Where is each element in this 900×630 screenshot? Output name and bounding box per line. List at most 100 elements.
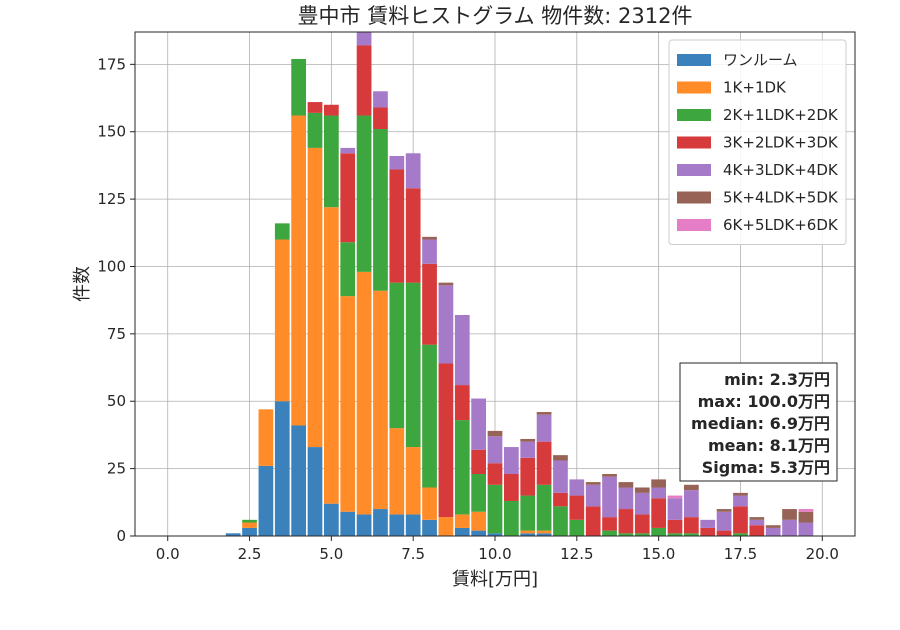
legend-swatch <box>677 109 711 121</box>
legend-label: ワンルーム <box>723 51 798 69</box>
bar-segment <box>340 153 356 243</box>
bar-segment <box>471 474 486 512</box>
x-tick-label: 0.0 <box>156 545 180 563</box>
stats-line: mean: 8.1万円 <box>708 436 830 455</box>
stats-box: min: 2.3万円 max: 100.0万円 median: 6.9万円 mean:… <box>679 362 838 482</box>
chart-title: 豊中市 賃料ヒストグラム 物件数: 2312件 <box>298 4 693 28</box>
bar-segment <box>454 420 470 515</box>
stats-line: min: 2.3万円 <box>724 370 830 389</box>
bar-segment <box>454 527 470 536</box>
bar-segment <box>438 517 454 536</box>
bar-segment <box>389 169 405 283</box>
bar-segment <box>340 147 356 154</box>
bar-segment <box>798 509 814 512</box>
bar-segment <box>471 511 486 531</box>
bar-segment <box>536 412 552 415</box>
legend-label: 6K+5LDK+6DK <box>723 216 839 234</box>
x-tick-label: 5.0 <box>319 545 343 563</box>
bar-segment <box>454 385 470 421</box>
bar-segment <box>438 363 454 518</box>
stats-box-frame <box>679 362 838 482</box>
bar-segment <box>274 223 290 240</box>
y-axis-label: 件数 <box>72 266 93 302</box>
bar-segment <box>356 45 372 116</box>
bar-segment <box>618 509 634 534</box>
y-tick-label: 175 <box>97 55 126 73</box>
y-tick-label: 125 <box>97 190 126 208</box>
bar-segment <box>553 492 568 507</box>
bar-segment <box>471 398 486 450</box>
bar-segment <box>618 533 634 536</box>
x-axis-ticks: 0.0 2.5 5.0 7.5 10.0 12.5 15.0 17.5 20.0 <box>156 536 839 563</box>
bar-segment <box>454 514 470 528</box>
bar-segment <box>520 457 536 496</box>
x-tick-label: 10.0 <box>478 545 511 563</box>
legend-swatch <box>677 191 711 204</box>
bar-segment <box>520 530 536 534</box>
stats-line: median: 6.9万円 <box>691 414 830 433</box>
legend-label: 1K+1DK <box>723 79 787 97</box>
legend-label: 2K+1LDK+2DK <box>723 106 839 124</box>
bar-segment <box>634 492 650 515</box>
legend-label: 5K+4LDK+5DK <box>723 189 839 207</box>
bar-segment <box>389 282 405 429</box>
legend-label: 3K+2LDK+3DK <box>723 134 839 152</box>
bar-segment <box>602 530 617 536</box>
bar-segment <box>749 525 765 536</box>
bar-segment <box>798 511 814 523</box>
bar-segment <box>782 509 797 520</box>
bar-segment <box>356 115 372 272</box>
stats-line: Sigma: 5.3万円 <box>702 458 830 477</box>
bar-segment <box>733 492 748 496</box>
bar-segment <box>242 527 257 536</box>
bar-segment <box>504 500 519 536</box>
bar-segment <box>373 91 388 108</box>
bar-segment <box>684 533 699 536</box>
bar-segment <box>569 479 585 496</box>
bar-segment <box>471 449 486 475</box>
bar-segment <box>749 517 765 520</box>
bar-segment <box>373 509 388 536</box>
bar-segment <box>405 514 421 536</box>
x-tick-label: 15.0 <box>642 545 675 563</box>
bar-segment <box>602 476 617 518</box>
bar-segment <box>373 290 388 510</box>
bar-segment <box>454 314 470 386</box>
bar-segment <box>324 115 339 208</box>
bar-segment <box>733 506 748 534</box>
bar-segment <box>487 436 503 464</box>
bar-segment <box>422 487 437 520</box>
bar-segment <box>536 414 552 442</box>
bar-segment <box>602 474 617 477</box>
bar-segment <box>733 533 748 536</box>
y-tick-label: 150 <box>97 123 126 141</box>
bar-segment <box>520 533 536 536</box>
bar-segment <box>307 102 323 113</box>
x-tick-label: 17.5 <box>724 545 757 563</box>
bar-segment <box>487 533 503 536</box>
bar-segment <box>520 495 536 531</box>
bar-segment <box>684 484 699 491</box>
bar-segment <box>618 487 634 510</box>
bar-segment <box>520 441 536 458</box>
bar-segment <box>765 525 781 528</box>
legend-swatch <box>677 81 711 94</box>
bar-segment <box>405 282 421 448</box>
stats-line: max: 100.0万円 <box>698 392 830 411</box>
y-tick-label: 100 <box>97 257 126 275</box>
bar-segment <box>405 188 421 283</box>
bar-segment <box>634 533 650 536</box>
bar-segment <box>225 533 241 536</box>
bar-segment <box>733 495 748 507</box>
bar-segment <box>634 514 650 534</box>
y-tick-label: 0 <box>116 527 126 545</box>
bar-segment <box>324 104 339 116</box>
bar-segment <box>422 344 437 488</box>
bar-segment <box>389 514 405 536</box>
bar-segment <box>651 487 666 499</box>
bar-segment <box>258 465 274 536</box>
bar-segment <box>504 474 519 501</box>
bar-segment <box>258 409 274 466</box>
bar-segment <box>634 487 650 493</box>
